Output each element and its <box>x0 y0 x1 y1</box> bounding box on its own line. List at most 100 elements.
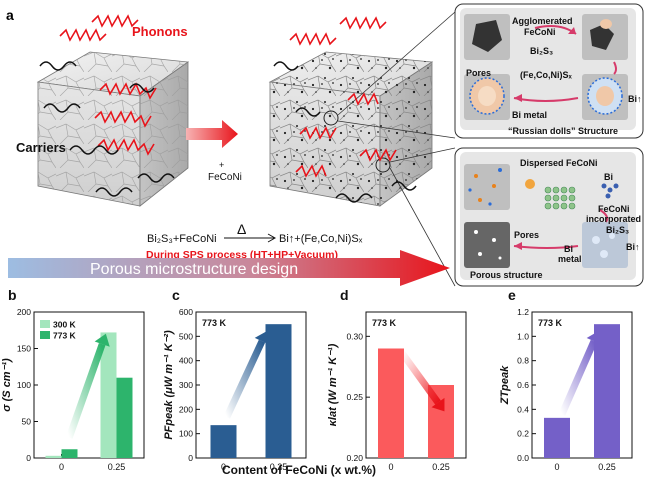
temperature-annotation: 773 K <box>372 318 397 328</box>
inset-bottom-bi2s3: Bi₂S₃ <box>606 225 629 235</box>
panel-e-letter: e <box>508 287 516 303</box>
trend-arrow-head <box>94 333 110 347</box>
y-tick-label: 50 <box>22 417 32 427</box>
inset-top-bi2s3: Bi₂S₃ <box>530 46 553 56</box>
x-tick-label: 0 <box>59 462 64 472</box>
y-tick-label: 1.0 <box>517 331 529 341</box>
trend-arrow-shaft <box>65 342 106 439</box>
trend-arrow-shaft <box>223 339 266 419</box>
phonon-waves-right <box>289 16 397 178</box>
porous-cube <box>268 11 456 287</box>
inset-top-bi-metal: Bi metal <box>512 110 547 120</box>
x-tick-label: 0 <box>554 462 559 472</box>
bar-b-0.25-773K <box>116 377 133 458</box>
x-tick-label: 0.25 <box>598 462 616 472</box>
inset-bottom-caption: Porous structure <box>470 270 543 280</box>
y-tick-label: 400 <box>179 356 193 366</box>
y-tick-label: 200 <box>17 307 31 317</box>
plot-frame <box>365 311 467 459</box>
legend-label: 300 K <box>53 320 77 330</box>
y-tick-label: 200 <box>179 404 193 414</box>
x-tick-label: 0 <box>388 462 393 472</box>
inset-bottom-bi-1: Bi <box>564 244 573 254</box>
legend-label: 773 K <box>53 331 77 341</box>
y-tick-label: 0 <box>188 453 193 463</box>
legend-swatch <box>40 331 50 339</box>
carrier-waves-right <box>273 61 417 203</box>
panel-c-letter: c <box>172 287 180 303</box>
y-tick-label: 0.2 <box>517 429 529 439</box>
y-tick-label: 0 <box>26 453 31 463</box>
y-axis-label: PFpeak (μW m⁻¹ K⁻²) <box>163 330 175 440</box>
shared-xlabel: Content of FeCoNi (x wt.%) <box>222 463 376 477</box>
reaction-delta: Δ <box>237 221 246 237</box>
reaction-left: Bi₂S₃+FeCoNi <box>147 233 217 245</box>
bar-c-0.25 <box>265 324 292 458</box>
phonons-label: Phonons <box>132 24 188 39</box>
bar-b-0-773K <box>61 449 78 458</box>
y-tick-label: 1.2 <box>517 307 529 317</box>
inset-bottom-bi-metal: metal <box>558 254 582 264</box>
inset-russian-dolls <box>454 3 644 139</box>
y-tick-label: 300 <box>179 380 193 390</box>
y-tick-label: 150 <box>17 344 31 354</box>
carrier-waves-left <box>39 61 175 197</box>
x-tick-label: 0.25 <box>432 462 450 472</box>
additive-label: FeCoNi <box>208 172 242 183</box>
panel-d-chart: d 0.20 0.25 0.30 0 0.25 773 K κlat (W m⁻¹ K⁻¹) <box>327 287 467 472</box>
carriers-label: Carriers <box>16 140 66 155</box>
bar-b-0.25-300K <box>100 332 117 458</box>
bar-b-0-300K <box>45 455 62 458</box>
y-tick-label: 0.25 <box>346 392 363 402</box>
inset-bottom-incorporated: incorporated <box>586 214 641 224</box>
y-tick-label: 100 <box>179 429 193 439</box>
y-axis-label: σ (S cm⁻¹) <box>1 358 13 412</box>
inset-bottom-bi-up: Bi↑ <box>626 242 640 252</box>
inset-top-bi-up: Bi↑ <box>628 94 642 104</box>
inset-bottom-bi: Bi <box>604 172 613 182</box>
trend-arrow-head <box>254 331 270 345</box>
inset-porous <box>454 147 644 287</box>
inset-top-pores: Pores <box>466 68 491 78</box>
inset-bottom-dispersed: Dispersed FeCoNi <box>520 158 598 168</box>
x-tick-label: 0.25 <box>108 462 126 472</box>
legend-swatch <box>40 320 50 328</box>
panel-a: a <box>6 3 644 287</box>
banner-text: Porous microstructure design <box>90 261 298 278</box>
inset-top-sulfide: (Fe,Co,Ni)Sₓ <box>520 70 572 80</box>
y-tick-label: 0.4 <box>517 404 529 414</box>
reaction-right: Bi↑+(Fe,Co,Ni)Sₓ <box>279 233 363 245</box>
y-axis-label: κlat (W m⁻¹ K⁻¹) <box>327 343 339 426</box>
pristine-cube <box>36 51 190 207</box>
panel-e-chart: e 0.0 0.2 0.4 0.6 0.8 1.0 1.2 0 0.25 773 K ZTpeak <box>499 287 633 472</box>
bar-e-0 <box>544 417 570 458</box>
y-tick-label: 100 <box>17 380 31 390</box>
panel-b-letter: b <box>8 287 17 303</box>
trend-arrow-shaft <box>399 350 441 405</box>
trend-arrow-head <box>586 331 602 345</box>
temperature-annotation: 773 K <box>538 318 563 328</box>
design-banner <box>8 250 450 286</box>
temperature-annotation: 773 K <box>202 318 227 328</box>
inset-top-feconi: FeCoNi <box>524 27 556 37</box>
y-tick-label: 0.20 <box>346 453 363 463</box>
y-tick-label: 0.0 <box>517 453 529 463</box>
trend-arrow-head <box>431 397 445 412</box>
x-tick-label: 0 <box>221 462 226 472</box>
panel-d-letter: d <box>340 287 349 303</box>
process-arrow <box>186 120 238 148</box>
bar-d-0 <box>378 348 404 458</box>
phonon-waves-left <box>59 14 157 156</box>
y-tick-label: 0.30 <box>346 331 363 341</box>
y-tick-label: 0.8 <box>517 356 529 366</box>
y-tick-label: 0.6 <box>517 380 529 390</box>
x-tick-label: 0.25 <box>270 462 288 472</box>
inset-top-agglomerated: Agglomerated <box>512 16 573 26</box>
panel-c-chart: c 0 100 200 300 400 500 600 0 0.25 773 K PFpeak (μW… <box>163 287 307 472</box>
inset-bottom-feconi: FeCoNi <box>598 204 630 214</box>
trend-arrow-shaft <box>558 339 598 416</box>
y-tick-label: 500 <box>179 331 193 341</box>
